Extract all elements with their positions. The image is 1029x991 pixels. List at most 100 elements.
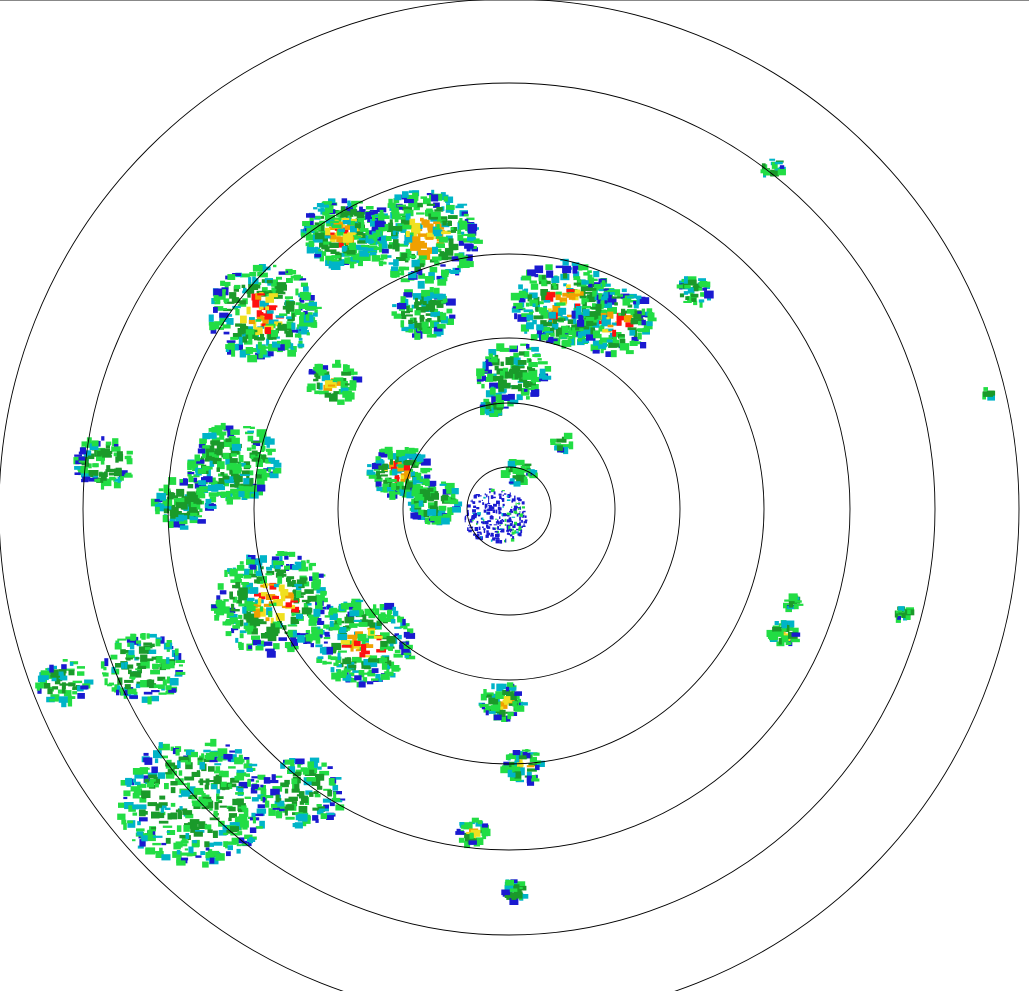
echo-cell [297, 592, 306, 595]
echo-cell [228, 817, 232, 822]
echo-cell [784, 599, 791, 602]
echo-cell [211, 451, 219, 460]
echo-cell [494, 365, 499, 371]
echo-cell [417, 513, 426, 520]
echo-cell [465, 254, 473, 262]
echo-cell [376, 620, 382, 626]
echo-cell [124, 679, 134, 683]
echo-cell [375, 456, 381, 464]
echo-cell [124, 455, 130, 460]
echo-cell [305, 314, 310, 321]
echo-cell [588, 280, 593, 288]
echo-cell [546, 336, 554, 344]
echo-cell [382, 464, 389, 469]
echo-cell [234, 284, 241, 289]
echo-cell [150, 498, 160, 507]
echo-cell [306, 777, 316, 782]
echo-cell [240, 350, 251, 356]
echo-cell [92, 463, 99, 468]
echo-cell [204, 465, 213, 470]
echo-cell [237, 787, 244, 796]
echo-cell [414, 192, 419, 196]
echo-cell [183, 478, 188, 486]
echo-cell [263, 777, 271, 784]
echo-cell [434, 261, 440, 266]
echo-cell [128, 669, 132, 675]
echo-cell [119, 691, 128, 696]
echo-cell [361, 254, 371, 261]
echo-cell [215, 853, 225, 861]
echo-cell [520, 465, 526, 470]
echo-cell [411, 317, 417, 323]
echo-cell [684, 276, 688, 284]
echo-cell [492, 375, 503, 381]
echo-cell [457, 235, 464, 241]
echo-cell [69, 661, 79, 665]
echo-cell [400, 217, 411, 225]
echo-cell [296, 794, 302, 797]
echo-cell [393, 653, 403, 658]
echo-cell [400, 462, 411, 471]
echo-cell [288, 327, 293, 333]
echo-cell [136, 640, 142, 644]
echo-cell [161, 663, 171, 670]
echo-cell [236, 769, 245, 773]
echo-cell [467, 237, 476, 242]
echo-cell [418, 494, 425, 501]
echo-cell [242, 840, 252, 847]
echo-cell [165, 774, 175, 779]
echo-cell [472, 501, 476, 504]
echo-cell [511, 772, 516, 778]
echo-cell [492, 527, 494, 530]
echo-cell [238, 754, 243, 759]
echo-cell [397, 462, 405, 466]
echo-cell [468, 529, 472, 533]
echo-cell [493, 524, 498, 526]
echo-cell [368, 230, 373, 235]
echo-cell [252, 485, 262, 493]
echo-cell [195, 855, 202, 858]
echo-cell [535, 765, 540, 771]
echo-cell [108, 472, 119, 476]
echo-cell [176, 825, 182, 832]
echo-cell [505, 357, 514, 365]
echo-cell [509, 523, 513, 527]
echo-cell [49, 698, 59, 702]
echo-cell [540, 291, 545, 297]
echo-cell [522, 506, 525, 509]
echo-cell [147, 696, 152, 705]
echo-cell [315, 604, 322, 612]
echo-cell [108, 468, 119, 473]
echo-cell [545, 293, 554, 302]
echo-cell [906, 613, 911, 620]
echo-cell [344, 234, 353, 243]
echo-cell [478, 495, 482, 497]
echo-cell [213, 776, 222, 785]
echo-cell [114, 684, 119, 692]
echo-cell [293, 596, 300, 604]
echo-cell [237, 831, 243, 836]
echo-cell [36, 687, 41, 691]
echo-cell [405, 478, 409, 485]
echo-cell [309, 792, 314, 797]
echo-cell [174, 655, 179, 661]
echo-cell [331, 258, 338, 264]
echo-cell [350, 211, 354, 217]
echo-cell [292, 630, 297, 637]
echo-cell [319, 390, 329, 395]
echo-cell [300, 795, 309, 803]
echo-cell [512, 365, 520, 374]
echo-cell [317, 369, 325, 376]
echo-cell [541, 275, 546, 280]
echo-cell [335, 676, 341, 682]
echo-cell [359, 652, 366, 658]
echo-cell [216, 453, 225, 456]
echo-cell [145, 647, 151, 650]
echo-cell [207, 484, 216, 491]
echo-cell [394, 474, 400, 483]
echo-cell [210, 440, 214, 445]
echo-cell [78, 456, 86, 461]
echo-cell [169, 678, 179, 686]
echo-cell [401, 224, 412, 230]
echo-cell [362, 677, 368, 683]
